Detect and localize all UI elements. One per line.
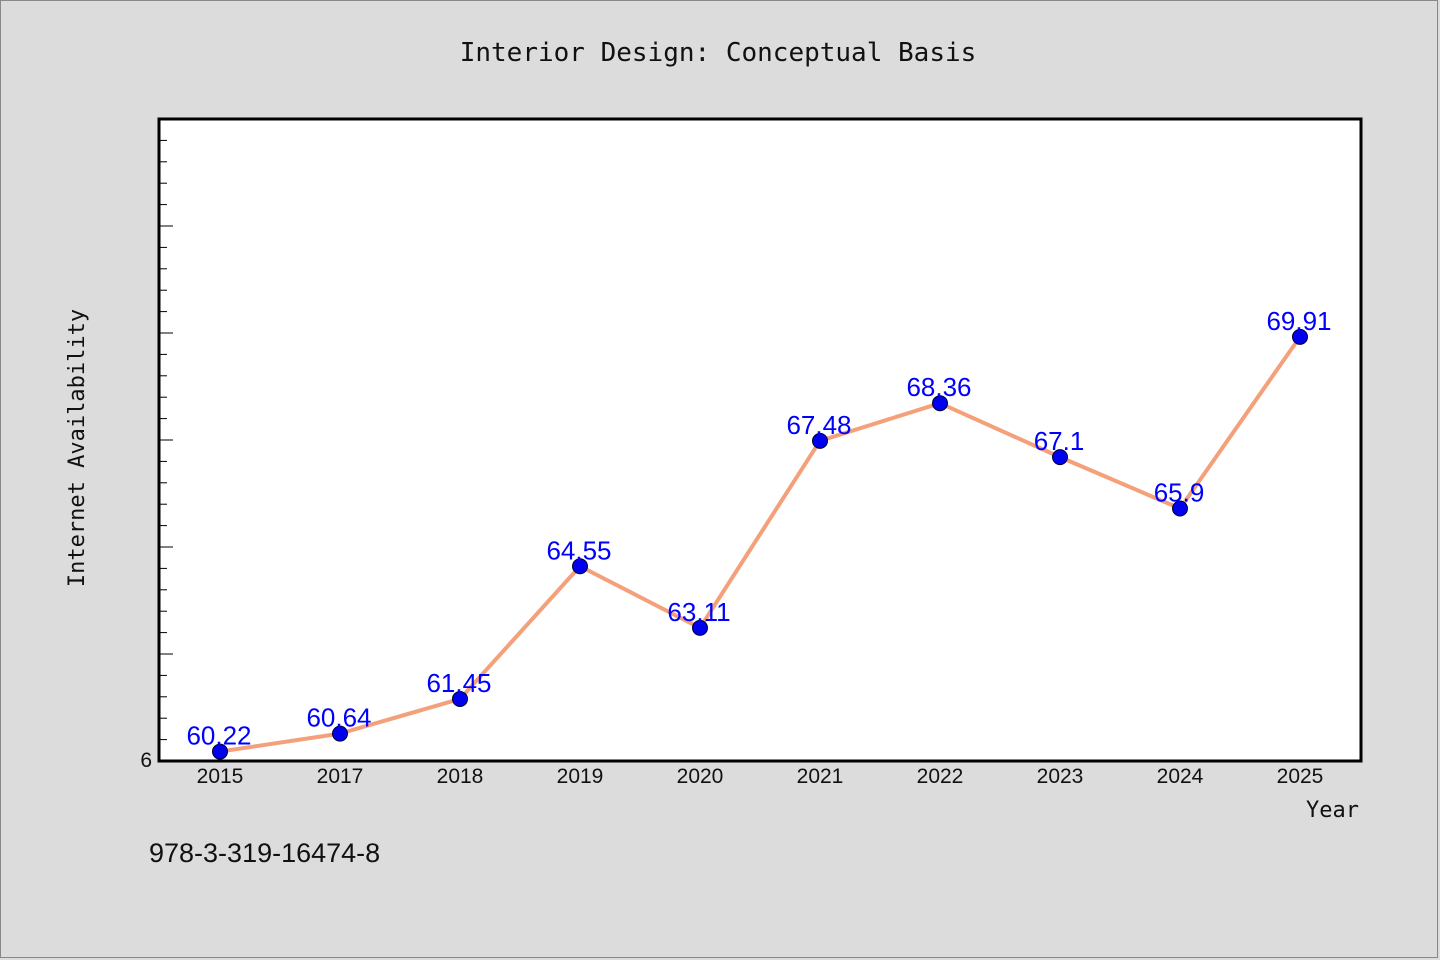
data-label: 65.9: [1154, 477, 1205, 507]
plot-area: [157, 117, 1363, 763]
y-tick-label: 6: [140, 749, 152, 772]
x-axis-ticks: 2015 2017 2018 2019 2020 2021 2022 2023 2024 2025: [197, 765, 1324, 788]
chart-title: Interior Design: Conceptual Basis: [460, 38, 977, 68]
data-label: 64.55: [546, 535, 611, 565]
data-label: 67.48: [786, 410, 851, 440]
x-tick-label: 2018: [437, 765, 484, 788]
data-point: [332, 725, 348, 742]
x-tick-label: 2022: [917, 765, 964, 788]
data-point: [1172, 500, 1188, 517]
y-axis-label: Internet Availability: [65, 309, 90, 587]
x-tick-label: 2023: [1037, 765, 1084, 788]
x-tick-label: 2020: [677, 765, 724, 788]
x-tick-label: 2017: [317, 765, 364, 788]
data-point: [212, 743, 228, 760]
data-label: 60.64: [306, 703, 371, 733]
y-axis-ticks: [159, 139, 173, 741]
x-tick-label: 2021: [797, 765, 844, 788]
data-point: [452, 690, 468, 707]
data-label: 60.22: [186, 721, 251, 751]
data-point: [572, 558, 588, 575]
x-axis-label: Year: [1306, 798, 1359, 823]
data-label: 69.91: [1266, 306, 1331, 336]
data-point: [1292, 328, 1308, 345]
x-tick-label: 2024: [1157, 765, 1204, 788]
x-tick-label: 2015: [197, 765, 244, 788]
data-label: 61.45: [426, 668, 491, 698]
data-label: 67.1: [1034, 426, 1085, 456]
x-tick-label: 2025: [1277, 765, 1324, 788]
x-tick-label: 2019: [557, 765, 604, 788]
data-labels: 60.22 60.64 61.45 64.55 63.11 67.48 68.36 67.1 6…: [186, 306, 1331, 751]
data-label: 63.11: [667, 597, 730, 627]
isbn-footer: 978-3-319-16474-8: [149, 838, 380, 868]
data-point: [932, 395, 948, 412]
data-point: [812, 432, 828, 449]
series-markers: [212, 328, 1308, 760]
data-point: [1052, 449, 1068, 466]
data-point: [692, 619, 708, 636]
data-label: 68.36: [906, 372, 971, 402]
series-line: [219, 335, 1302, 754]
